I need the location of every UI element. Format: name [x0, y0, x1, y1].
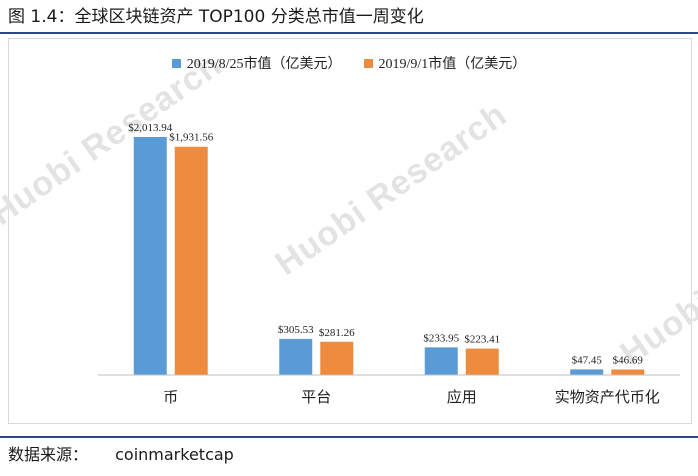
data-label: $281.26 — [319, 327, 355, 339]
source-label: 数据来源： — [8, 445, 89, 464]
source-divider — [0, 436, 698, 438]
category-label: 币 — [163, 388, 178, 406]
data-label: $46.69 — [613, 354, 644, 366]
category-label: 实物资产代币化 — [555, 388, 660, 406]
legend-item-series-b: 2019/9/1市值（亿美元） — [363, 53, 527, 73]
data-label: $47.45 — [572, 354, 603, 366]
source-value: coinmarketcap — [115, 445, 234, 464]
bar-series-a — [424, 347, 458, 375]
title-divider — [0, 32, 698, 34]
bar-series-b — [465, 348, 499, 375]
chart-legend: 2019/8/25市值（亿美元） 2019/9/1市值（亿美元） — [0, 51, 698, 75]
bar-series-a — [279, 338, 313, 375]
bar-series-a — [133, 136, 167, 375]
bar-series-a — [570, 369, 604, 375]
legend-label-series-a: 2019/8/25市值（亿美元） — [186, 57, 342, 72]
legend-swatch-series-a — [171, 58, 181, 68]
category-label: 应用 — [447, 388, 477, 406]
source-line: 数据来源： coinmarketcap — [8, 441, 234, 469]
bar-series-b — [611, 369, 645, 375]
category-label: 平台 — [301, 388, 331, 406]
data-label: $233.95 — [423, 332, 459, 344]
legend-label-series-b: 2019/9/1市值（亿美元） — [378, 57, 527, 72]
legend-swatch-series-b — [363, 58, 373, 68]
data-label: $1,931.56 — [169, 132, 214, 144]
figure-title: 图 1.4：全球区块链资产 TOP100 分类总市值一周变化 — [8, 7, 424, 27]
data-label: $2,013.94 — [128, 122, 173, 134]
legend-item-series-a: 2019/8/25市值（亿美元） — [171, 53, 342, 73]
data-label: $223.41 — [464, 334, 500, 346]
bar-series-b — [320, 341, 354, 375]
data-label: $305.53 — [278, 324, 314, 336]
bar-series-b — [174, 146, 208, 375]
